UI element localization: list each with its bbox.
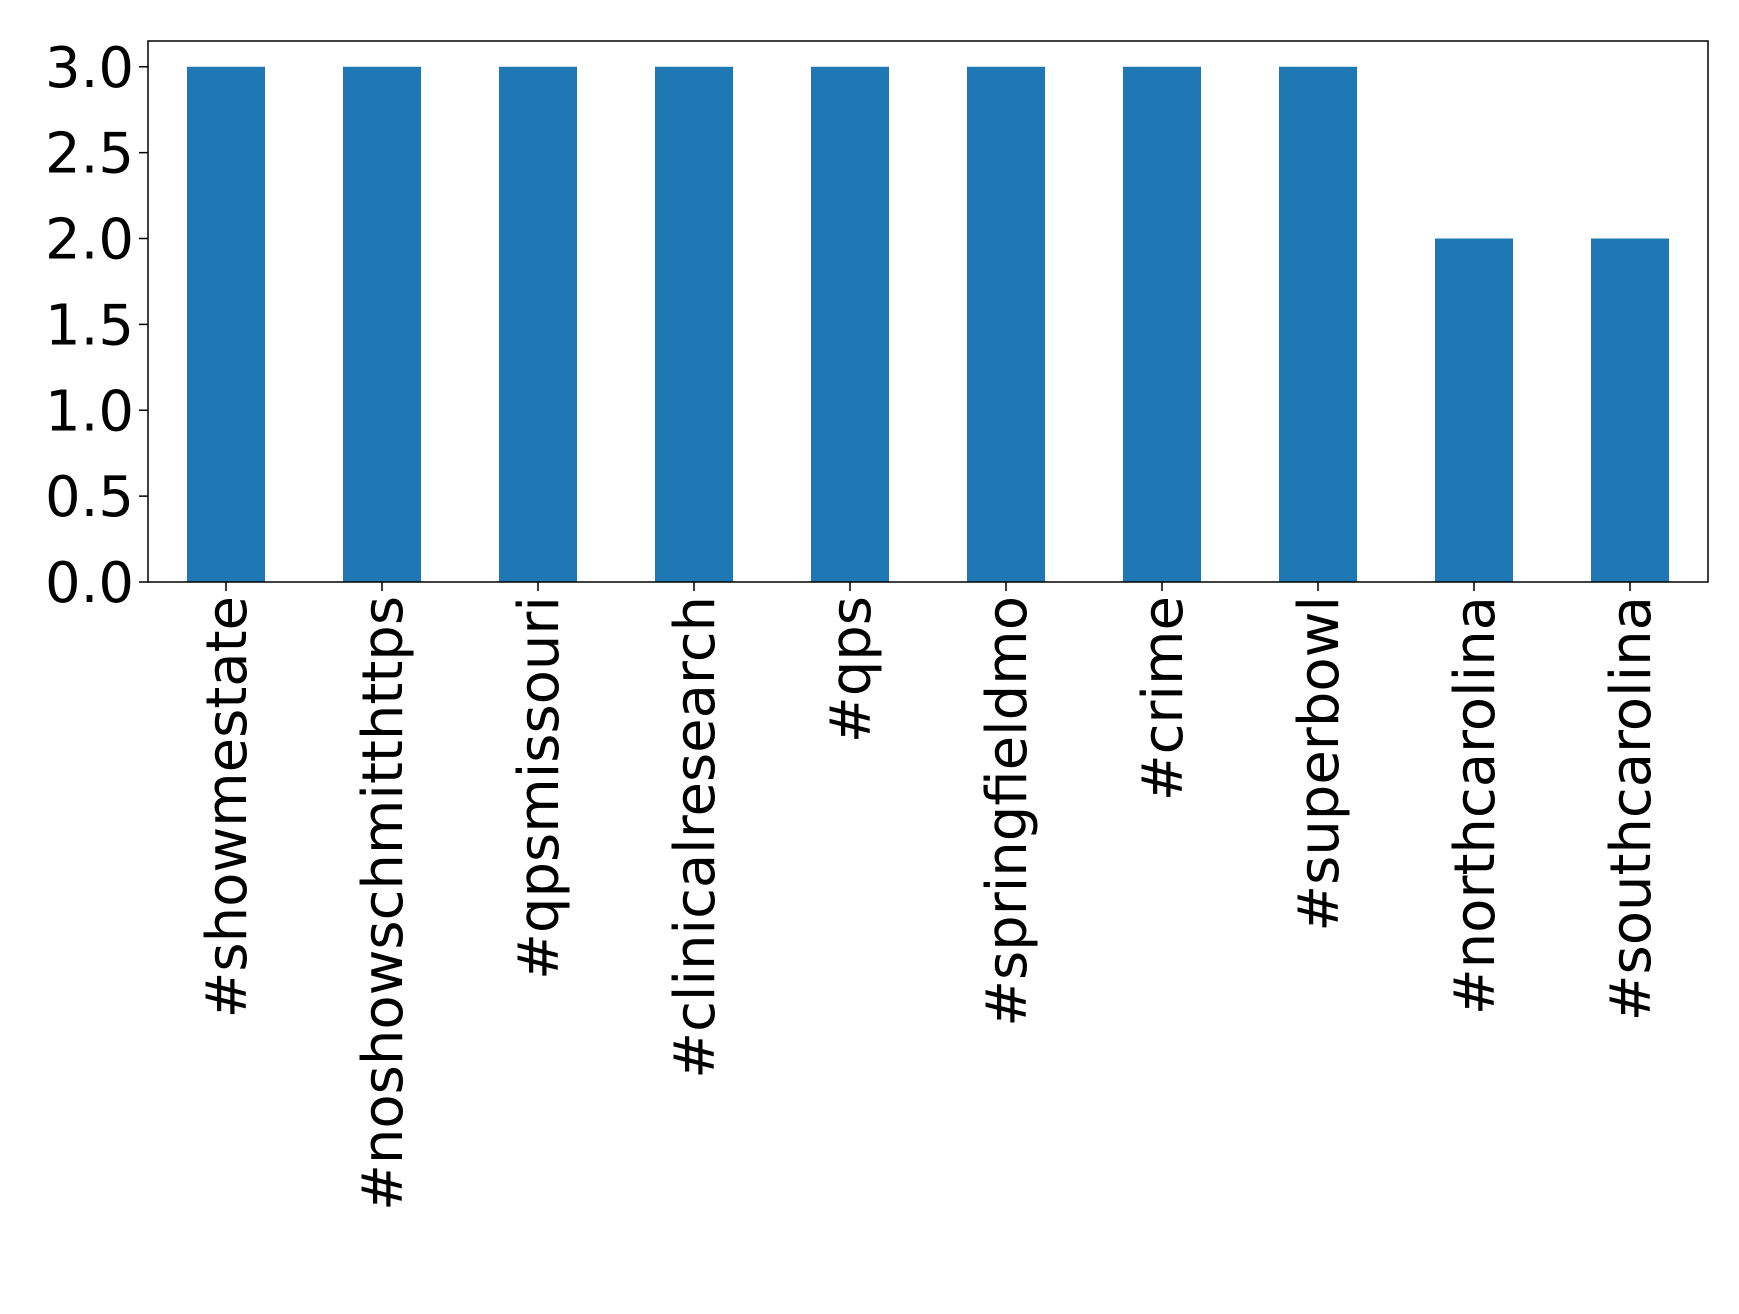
- bar: [343, 66, 421, 582]
- x-tick-label: #crime: [1131, 596, 1196, 801]
- bar: [811, 66, 889, 582]
- x-tick-label: #superbowl: [1287, 596, 1352, 932]
- y-tick-label: 2.5: [45, 122, 134, 187]
- x-tick-label: #clinicalresearch: [663, 596, 728, 1079]
- bar: [1279, 66, 1357, 582]
- x-tick-label: #southcarolina: [1599, 596, 1664, 1021]
- y-tick-label: 2.0: [45, 208, 134, 273]
- x-tick-label: #noshowschmitthttps: [351, 596, 416, 1211]
- plot-frame: [147, 40, 1709, 583]
- x-tick-label: #northcarolina: [1443, 596, 1508, 1015]
- x-tick-label: #springfieldmo: [975, 596, 1040, 1027]
- bar: [967, 66, 1045, 582]
- y-tick-label: 0.5: [45, 465, 134, 530]
- bar: [1435, 238, 1513, 582]
- x-tick-label: #qps: [819, 596, 884, 743]
- bar: [655, 66, 733, 582]
- bar: [187, 66, 265, 582]
- y-tick-label: 1.0: [45, 379, 134, 444]
- bar: [1123, 66, 1201, 582]
- bar: [499, 66, 577, 582]
- x-tick-label: #showmestate: [195, 596, 260, 1019]
- y-tick-label: 3.0: [45, 36, 134, 101]
- x-tick-label: #qpsmissouri: [507, 596, 572, 980]
- bar: [1591, 238, 1669, 582]
- y-tick-label: 0.0: [45, 551, 134, 616]
- y-tick-label: 1.5: [45, 293, 134, 358]
